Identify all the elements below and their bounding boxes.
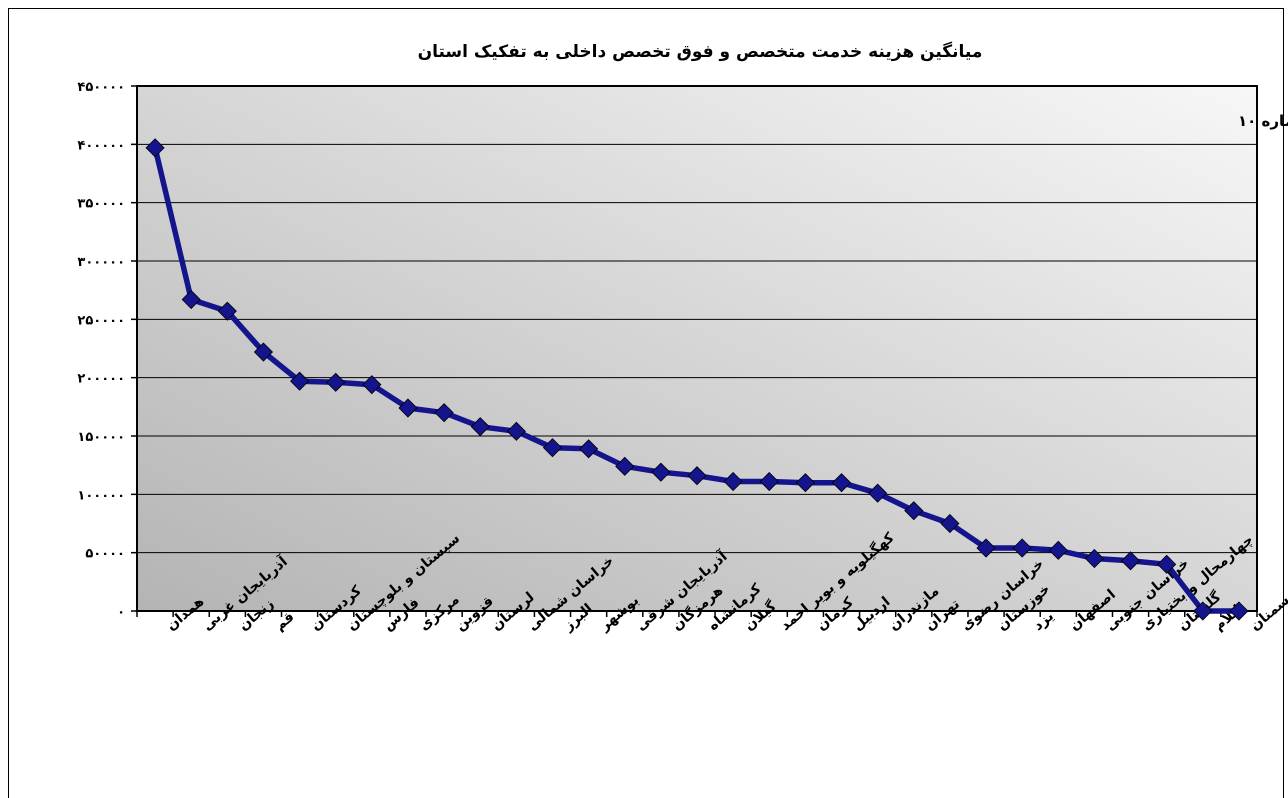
data-point — [542, 438, 563, 458]
y-tick-label: ۲۰۰۰۰۰ — [77, 372, 125, 387]
y-tick-label: ۳۰۰۰۰۰ — [77, 255, 125, 270]
data-point — [1157, 554, 1177, 574]
data-point — [651, 462, 671, 482]
y-tick-label: ۱۰۰۰۰۰ — [77, 488, 125, 503]
y-tick-label: ۰ — [117, 605, 125, 620]
data-point — [868, 483, 888, 503]
data-point — [506, 421, 526, 441]
data-point — [398, 398, 418, 418]
data-point — [1084, 548, 1104, 569]
data-point — [1048, 540, 1068, 560]
data-point — [253, 342, 274, 362]
data-point — [904, 501, 924, 521]
data-point — [723, 471, 743, 492]
y-axis: ۰ ۵۰۰۰۰ ۱۰۰۰۰۰ ۱۵۰۰۰۰ ۲۰۰۰۰۰ ۲۵۰۰۰۰ ۳۰۰۰۰۰ ۳۵۰۰… — [77, 80, 137, 620]
data-point — [1012, 538, 1032, 558]
y-tick-label: ۲۵۰۰۰۰ — [77, 313, 125, 328]
x-tick-label: یزد — [1030, 608, 1056, 634]
data-point — [181, 289, 201, 310]
data-point — [579, 439, 599, 459]
data-point — [217, 301, 237, 321]
data-point — [470, 417, 490, 437]
x-tick-label: قم — [272, 609, 298, 634]
data-point — [759, 471, 779, 492]
data-point — [1193, 601, 1213, 621]
data-point — [615, 456, 635, 476]
y-tick-label: ۴۵۰۰۰۰ — [77, 80, 125, 95]
chart-annotation: نمودار شماره ۱۰ — [1238, 112, 1288, 130]
data-point — [290, 371, 310, 391]
plot-area — [136, 85, 1258, 612]
data-point — [1229, 601, 1249, 621]
data-point — [940, 513, 960, 534]
data-point — [687, 466, 707, 486]
data-point — [976, 538, 996, 558]
series-group — [145, 138, 1249, 621]
data-point — [795, 473, 815, 493]
data-point — [362, 375, 382, 395]
data-point — [145, 138, 165, 158]
data-point — [831, 473, 852, 493]
y-tick-label: ۳۵۰۰۰۰ — [77, 197, 125, 212]
y-tick-label: ۴۰۰۰۰۰ — [77, 138, 125, 153]
data-point — [1120, 551, 1141, 571]
data-point — [326, 372, 346, 392]
y-tick-label: ۵۰۰۰۰ — [85, 547, 125, 562]
chart-frame — [8, 8, 1284, 798]
data-point — [434, 403, 454, 423]
y-tick-label: ۱۵۰۰۰۰ — [77, 430, 125, 445]
chart-title: میانگین هزینه خدمت متخصص و فوق تخصص داخل… — [418, 41, 983, 62]
gridlines — [137, 143, 1257, 554]
